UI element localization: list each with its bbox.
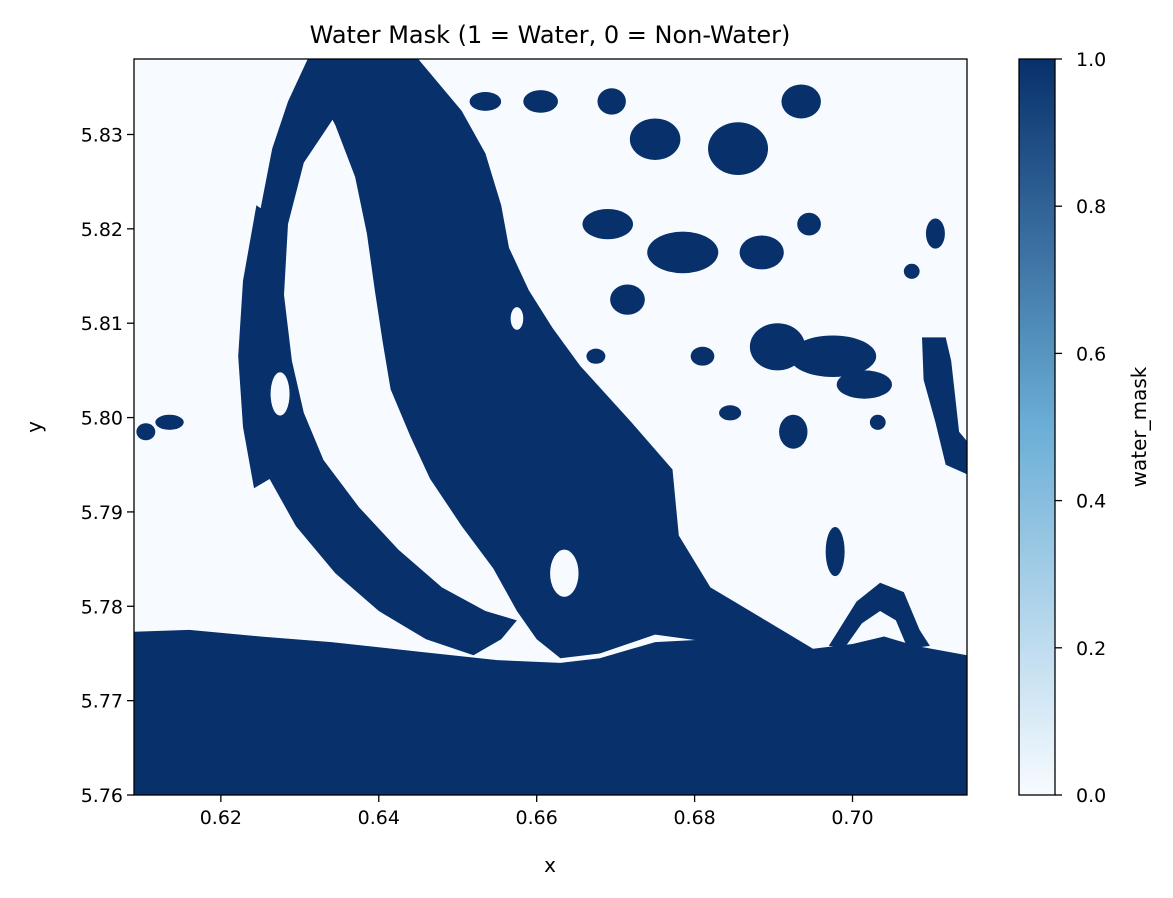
water-patch-10: [836, 370, 892, 399]
water-patch-1: [629, 118, 681, 160]
island-2: [234, 200, 247, 229]
water-patch-7: [610, 284, 645, 315]
water-patch-19: [136, 423, 156, 441]
colorbar-label: water_mask: [1127, 366, 1151, 487]
y-axis: 5.76 5.77 5.78 5.79 5.80 5.81 5.82 5.83: [81, 124, 134, 807]
water-region-sea: [134, 629, 967, 795]
colorbar: 0.0 0.2 0.4 0.6 0.8 1.0 water_mask: [1018, 49, 1151, 807]
water-region-channel-left: [244, 59, 517, 656]
colorbar-tick-label: 0.8: [1076, 196, 1106, 218]
water-patch-16: [597, 88, 626, 115]
y-axis-label: y: [22, 421, 46, 433]
water-patch-4: [582, 209, 634, 240]
colorbar-gradient: [1018, 58, 1056, 796]
water-patch-3: [781, 84, 821, 119]
water-patch-8: [789, 335, 877, 377]
island-1: [270, 372, 290, 416]
colorbar-ticks: 0.0 0.2 0.4 0.6 0.8 1.0: [1055, 49, 1106, 807]
water-region-river-main: [315, 59, 813, 659]
x-tick-label: 0.68: [673, 807, 715, 829]
chart-title: Water Mask (1 = Water, 0 = Non-Water): [310, 21, 791, 49]
water-patch-21: [903, 263, 920, 279]
water-region-creek-right: [828, 582, 930, 649]
x-tick-label: 0.70: [831, 807, 873, 829]
y-tick-label: 5.83: [81, 124, 123, 146]
y-tick-label: 5.78: [81, 596, 123, 618]
water-region-tributary-right: [922, 337, 967, 475]
colorbar-tick-label: 0.0: [1076, 785, 1106, 807]
colorbar-tick-label: 0.2: [1076, 638, 1106, 660]
water-region-channel-mid: [382, 233, 588, 630]
water-region-channel-far-left: [238, 205, 270, 489]
y-tick-label: 5.80: [81, 408, 123, 430]
island-4: [550, 549, 579, 597]
water-mask-raster: [134, 59, 967, 795]
water-patch-17: [469, 92, 502, 111]
x-axis-label: x: [544, 853, 556, 877]
y-tick-label: 5.76: [81, 785, 123, 807]
colorbar-tick-label: 0.4: [1076, 491, 1106, 513]
water-patch-11: [779, 414, 808, 449]
water-patch-24: [586, 348, 606, 364]
water-patch-2: [708, 122, 769, 176]
plot-area: [133, 58, 968, 796]
y-tick-label: 5.81: [81, 313, 123, 335]
water-patch-15: [523, 90, 559, 113]
y-tick-label: 5.77: [81, 691, 123, 713]
water-patch-13: [797, 212, 821, 236]
water-patch-22: [719, 405, 742, 421]
water-patch-14: [690, 346, 715, 366]
y-tick-label: 5.79: [81, 502, 123, 524]
water-patch-23: [869, 414, 886, 430]
plot-frame: [133, 58, 968, 796]
water-patch-18: [155, 414, 184, 430]
water-patch-5: [647, 231, 719, 274]
x-tick-label: 0.64: [358, 807, 400, 829]
island-3: [510, 307, 524, 330]
x-axis: 0.62 0.64 0.66 0.68 0.70: [200, 795, 874, 829]
water-patch-9: [749, 323, 806, 371]
colorbar-tick-label: 0.6: [1076, 343, 1106, 365]
x-tick-label: 0.62: [200, 807, 242, 829]
water-patch-6: [739, 235, 784, 270]
colorbar-tick-label: 1.0: [1076, 49, 1106, 71]
water-patch-12: [825, 527, 845, 577]
y-tick-label: 5.82: [81, 219, 123, 241]
water-patch-20: [925, 218, 945, 249]
x-tick-label: 0.66: [516, 807, 558, 829]
